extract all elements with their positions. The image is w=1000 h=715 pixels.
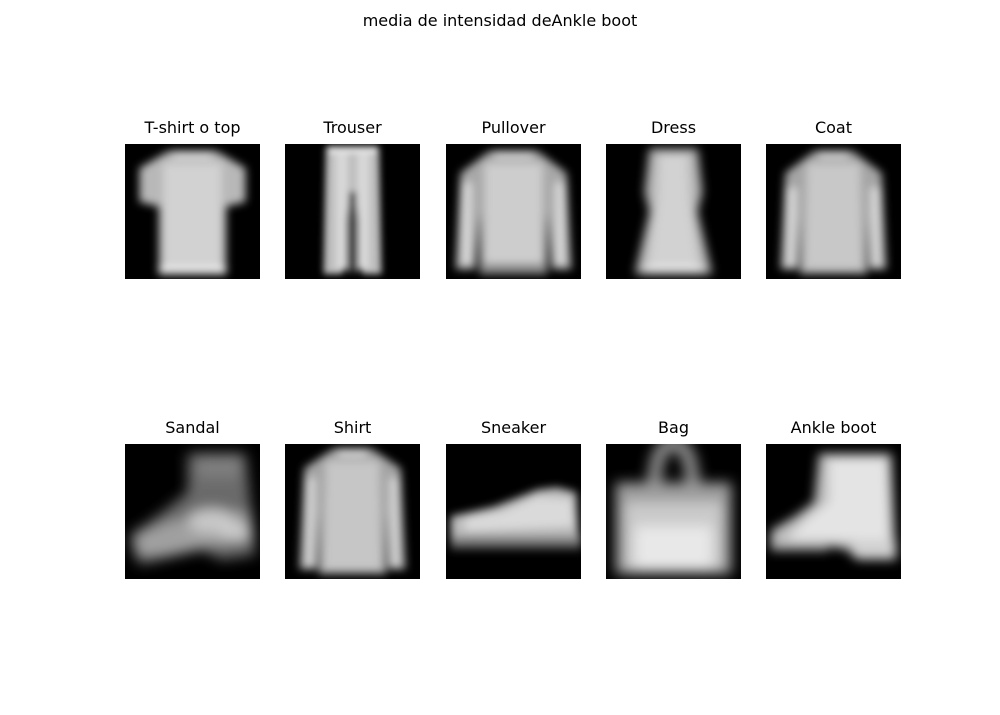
sneaker-mean-image (446, 444, 581, 579)
panel-title: Coat (814, 118, 853, 137)
panel-title: Sneaker (480, 418, 547, 437)
panel-pullover: Pullover (446, 118, 581, 279)
panel-shirt: Shirt (285, 418, 420, 579)
bag-mean-image (606, 444, 741, 579)
panel-title: Sandal (165, 418, 220, 437)
panel-sneaker: Sneaker (446, 418, 581, 579)
sandal-mean-image (125, 444, 260, 579)
ankle-boot-mean-image (766, 444, 901, 579)
dress-mean-image (606, 144, 741, 279)
panel-title: Shirt (333, 418, 372, 437)
panel-dress: Dress (606, 118, 741, 279)
panel-sandal: Sandal (125, 418, 260, 579)
shirt-mean-image (285, 444, 420, 579)
panel-trouser: Trouser (285, 118, 420, 279)
panel-coat: Coat (766, 118, 901, 279)
tshirt-mean-image (125, 144, 260, 279)
pullover-mean-image (446, 144, 581, 279)
chart-title: media de intensidad deAnkle boot (362, 11, 638, 30)
panel-title: Ankle boot (790, 418, 877, 437)
panel-title: Dress (650, 118, 697, 137)
panel-bag: Bag (606, 418, 741, 579)
panel-ankle-boot: Ankle boot (766, 418, 901, 579)
panel-title: T-shirt o top (144, 118, 241, 137)
coat-mean-image (766, 144, 901, 279)
panel-title: Pullover (481, 118, 546, 137)
panel-title: Trouser (323, 118, 382, 137)
panel-tshirt: T-shirt o top (125, 118, 260, 279)
trouser-mean-image (285, 144, 420, 279)
panel-title: Bag (658, 418, 689, 437)
